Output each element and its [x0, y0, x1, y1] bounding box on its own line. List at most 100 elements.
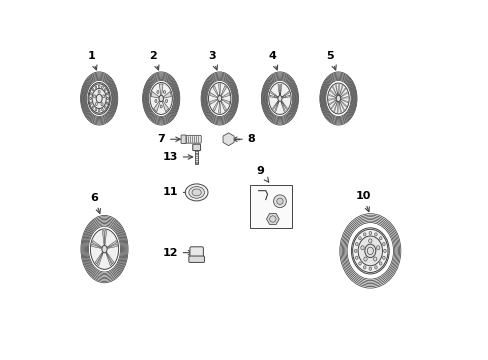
Ellipse shape — [379, 262, 381, 265]
Ellipse shape — [188, 186, 204, 198]
Ellipse shape — [102, 86, 103, 88]
Ellipse shape — [88, 82, 110, 114]
Polygon shape — [281, 102, 285, 112]
Ellipse shape — [363, 266, 365, 269]
Ellipse shape — [102, 109, 103, 111]
Ellipse shape — [102, 246, 107, 253]
Ellipse shape — [208, 82, 230, 114]
Polygon shape — [274, 102, 278, 112]
Ellipse shape — [360, 246, 364, 250]
Polygon shape — [269, 95, 277, 98]
Polygon shape — [223, 133, 234, 145]
Text: 8: 8 — [232, 134, 255, 144]
Polygon shape — [209, 99, 217, 104]
Text: 12: 12 — [162, 248, 192, 258]
FancyBboxPatch shape — [181, 135, 185, 144]
Ellipse shape — [336, 95, 340, 102]
Polygon shape — [333, 102, 337, 112]
Text: 5: 5 — [326, 51, 336, 70]
Polygon shape — [266, 213, 279, 225]
Ellipse shape — [355, 256, 357, 259]
Polygon shape — [338, 102, 341, 112]
Text: 1: 1 — [87, 51, 97, 70]
Polygon shape — [280, 84, 282, 95]
Polygon shape — [218, 84, 220, 95]
Ellipse shape — [98, 109, 100, 112]
Ellipse shape — [192, 189, 201, 196]
Ellipse shape — [155, 99, 157, 102]
Ellipse shape — [279, 90, 280, 93]
Ellipse shape — [92, 106, 94, 108]
Polygon shape — [330, 101, 336, 109]
FancyBboxPatch shape — [188, 256, 204, 262]
Polygon shape — [220, 86, 226, 96]
Ellipse shape — [102, 95, 104, 98]
Ellipse shape — [376, 246, 379, 250]
Ellipse shape — [98, 90, 100, 93]
Ellipse shape — [363, 233, 365, 236]
Polygon shape — [209, 93, 217, 98]
FancyBboxPatch shape — [183, 135, 201, 143]
Ellipse shape — [157, 91, 159, 94]
Polygon shape — [270, 91, 277, 97]
Ellipse shape — [274, 95, 275, 98]
Ellipse shape — [368, 267, 371, 270]
Polygon shape — [221, 93, 229, 98]
FancyBboxPatch shape — [192, 144, 200, 150]
Polygon shape — [220, 101, 226, 111]
Ellipse shape — [95, 103, 97, 105]
Polygon shape — [335, 85, 337, 95]
Polygon shape — [340, 92, 347, 97]
Polygon shape — [102, 230, 104, 245]
Ellipse shape — [98, 85, 100, 87]
Ellipse shape — [217, 95, 221, 102]
Ellipse shape — [379, 237, 381, 240]
Ellipse shape — [101, 103, 103, 105]
Polygon shape — [104, 230, 106, 245]
Polygon shape — [106, 253, 112, 266]
Ellipse shape — [90, 102, 92, 104]
Polygon shape — [218, 102, 220, 113]
Ellipse shape — [268, 82, 290, 114]
Polygon shape — [340, 100, 346, 107]
Ellipse shape — [90, 97, 91, 100]
Text: 9: 9 — [256, 166, 268, 182]
Ellipse shape — [355, 243, 357, 246]
Ellipse shape — [358, 262, 361, 265]
Polygon shape — [282, 95, 289, 98]
Text: 2: 2 — [149, 51, 159, 70]
Polygon shape — [339, 85, 343, 95]
Bar — [195, 150, 198, 164]
Ellipse shape — [150, 82, 172, 114]
Text: 11: 11 — [162, 188, 192, 197]
Text: 6: 6 — [90, 193, 100, 213]
Ellipse shape — [358, 237, 361, 240]
Polygon shape — [163, 91, 171, 98]
Circle shape — [273, 195, 286, 208]
Ellipse shape — [104, 89, 106, 91]
Text: 4: 4 — [267, 51, 277, 70]
Text: 7: 7 — [157, 134, 180, 144]
FancyBboxPatch shape — [189, 247, 203, 258]
Polygon shape — [329, 90, 336, 96]
Ellipse shape — [327, 83, 348, 114]
Polygon shape — [107, 240, 117, 248]
Ellipse shape — [106, 102, 108, 104]
Polygon shape — [95, 252, 102, 264]
Ellipse shape — [160, 105, 162, 108]
Polygon shape — [221, 99, 229, 104]
Polygon shape — [91, 244, 102, 248]
Polygon shape — [332, 86, 336, 96]
Ellipse shape — [382, 243, 385, 246]
Polygon shape — [328, 100, 336, 105]
Ellipse shape — [107, 97, 108, 100]
Ellipse shape — [90, 229, 119, 269]
Polygon shape — [328, 94, 335, 98]
Ellipse shape — [185, 184, 207, 201]
Ellipse shape — [95, 86, 97, 88]
Polygon shape — [97, 253, 103, 266]
Polygon shape — [106, 252, 114, 264]
Ellipse shape — [368, 231, 371, 235]
Ellipse shape — [282, 103, 283, 105]
Polygon shape — [159, 84, 163, 95]
